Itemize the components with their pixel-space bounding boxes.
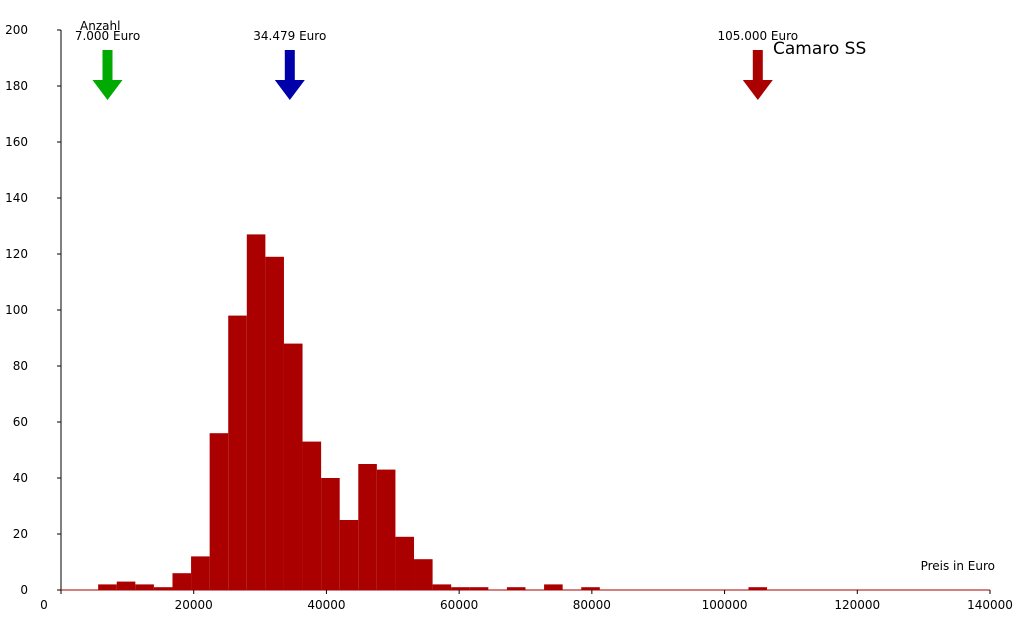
x-tick-label: 20000 bbox=[175, 598, 213, 612]
marker-label: 34.479 Euro bbox=[253, 29, 326, 43]
histogram-bar bbox=[395, 536, 415, 590]
y-tick-label: 200 bbox=[5, 23, 28, 37]
down-arrow-icon bbox=[274, 50, 305, 100]
histogram-bar bbox=[339, 520, 359, 590]
histogram-bar bbox=[748, 587, 768, 590]
price-markers: 7.000 Euro 34.479 Euro 105.000 Euro bbox=[75, 29, 798, 100]
histogram-bar bbox=[451, 587, 470, 590]
histogram-bar bbox=[228, 315, 247, 590]
y-tick-label: 100 bbox=[5, 303, 28, 317]
histogram-bar bbox=[432, 584, 452, 590]
histogram-bar bbox=[283, 343, 303, 590]
x-tick-label: 100000 bbox=[702, 598, 748, 612]
histogram-bar bbox=[116, 581, 136, 590]
histogram-bar bbox=[153, 587, 173, 590]
down-arrow-icon bbox=[92, 50, 123, 100]
y-tick-label: 120 bbox=[5, 247, 28, 261]
histogram-bar bbox=[209, 433, 229, 590]
histogram-bar bbox=[302, 441, 322, 590]
histogram-bar bbox=[265, 256, 284, 590]
y-tick-label: 0 bbox=[20, 583, 28, 597]
x-tick-label: 140000 bbox=[967, 598, 1013, 612]
x-tick-label: 0 bbox=[40, 598, 48, 612]
x-tick-label: 120000 bbox=[834, 598, 880, 612]
histogram-bar bbox=[191, 556, 210, 590]
histogram-bar bbox=[135, 584, 154, 590]
histogram-bars bbox=[98, 234, 768, 590]
x-tick-label: 60000 bbox=[440, 598, 478, 612]
down-arrow-icon bbox=[742, 50, 773, 100]
histogram-bar bbox=[376, 469, 396, 590]
chart-title: Camaro SS bbox=[773, 39, 866, 59]
histogram-bar bbox=[506, 587, 526, 590]
histogram-bar bbox=[544, 584, 563, 590]
y-tick-label: 20 bbox=[13, 527, 28, 541]
chart-axes: 0 20 40 60 80 100 120 140 160 180 200 0 20000 40000 60… bbox=[5, 23, 1013, 612]
y-tick-label: 60 bbox=[13, 415, 28, 429]
x-tick-label: 80000 bbox=[573, 598, 611, 612]
y-axis-title: Anzahl bbox=[80, 19, 120, 33]
marker-label: 7.000 Euro bbox=[75, 29, 140, 43]
y-tick-label: 180 bbox=[5, 79, 28, 93]
histogram-bar bbox=[358, 464, 377, 590]
histogram-bar bbox=[98, 584, 117, 590]
histogram-bar bbox=[172, 573, 192, 590]
y-tick-label: 160 bbox=[5, 135, 28, 149]
marker-label: 105.000 Euro bbox=[717, 29, 798, 43]
y-tick-label: 80 bbox=[13, 359, 28, 373]
x-tick-label: 40000 bbox=[307, 598, 345, 612]
x-axis-title: Preis in Euro bbox=[921, 559, 995, 573]
histogram-bar bbox=[321, 478, 340, 590]
histogram-bar bbox=[246, 234, 266, 590]
histogram-bar bbox=[469, 587, 489, 590]
histogram-bar bbox=[581, 587, 600, 590]
histogram-bar bbox=[414, 559, 433, 590]
y-tick-label: 140 bbox=[5, 191, 28, 205]
y-tick-label: 40 bbox=[13, 471, 28, 485]
